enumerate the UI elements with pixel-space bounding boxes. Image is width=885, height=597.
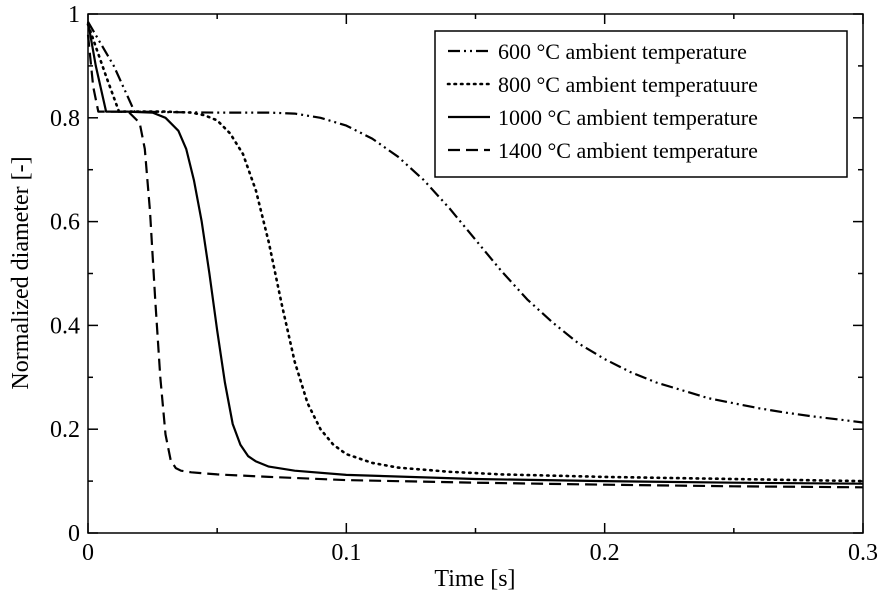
axis-tick-labels: 0 0.1 0.2 0.3 0 0.2 0.4 0.6 0.8 1 (50, 2, 878, 566)
legend-label-2: 800 °C ambient temperatuure (498, 72, 758, 97)
legend-label-3: 1000 °C ambient temperature (498, 105, 758, 130)
legend-label-1: 600 °C ambient temperature (498, 39, 747, 64)
axis-ticks (87, 13, 864, 534)
series-line-3 (86, 21, 864, 485)
x-tick-label: 0.3 (848, 540, 878, 566)
y-tick-label: 0 (68, 521, 80, 547)
series-line-4 (86, 34, 864, 489)
legend-box (434, 30, 848, 178)
x-tick-label: 0.1 (331, 540, 361, 566)
legend: 600 °C ambient temperature 800 °C ambient… (434, 30, 848, 178)
y-tick-label: 0.2 (50, 417, 80, 443)
series-line-2 (86, 23, 865, 483)
y-axis-label: Normalized diameter [-] (8, 156, 34, 389)
y-tick-label: 0.6 (50, 210, 80, 236)
legend-label-4: 1400 °C ambient temperature (498, 138, 758, 163)
y-tick-label: 0.8 (50, 106, 80, 132)
y-tick-label: 0.4 (50, 313, 80, 339)
x-tick-label: 0.2 (590, 540, 620, 566)
x-axis-label: Time [s] (434, 566, 515, 592)
x-tick-label: 0 (82, 540, 94, 566)
series-lines (86, 21, 865, 489)
series-line-1 (87, 21, 864, 424)
y-tick-label: 1 (68, 2, 80, 28)
